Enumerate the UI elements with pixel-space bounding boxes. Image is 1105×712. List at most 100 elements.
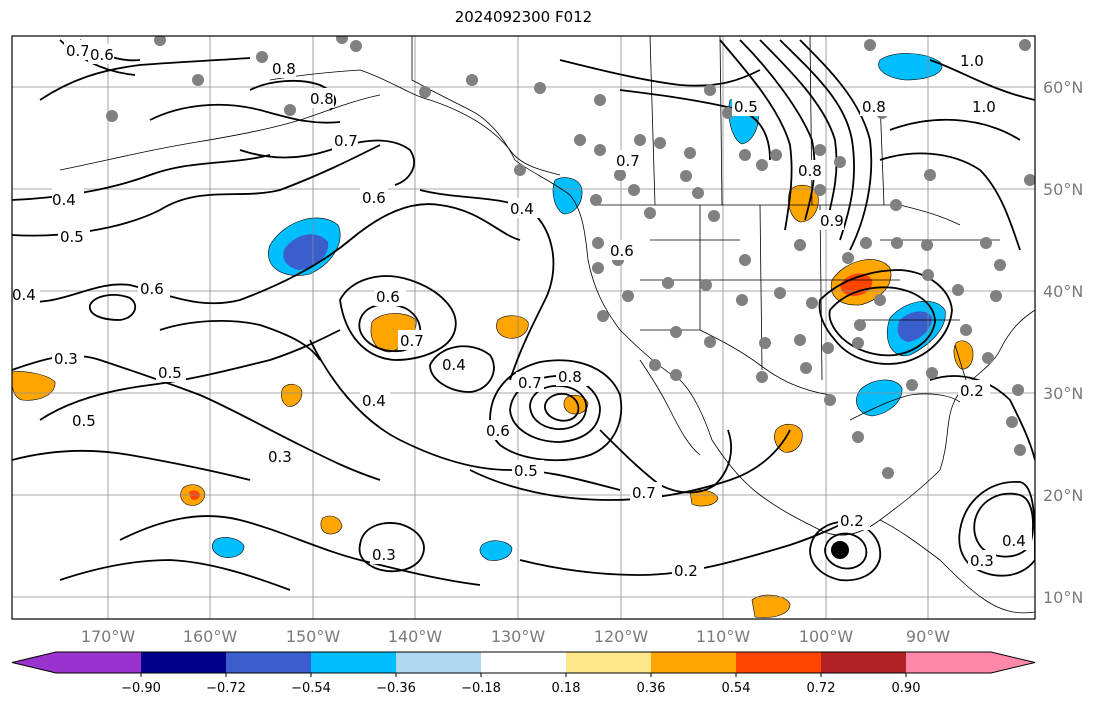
contour-0.6-small-ring	[89, 294, 137, 321]
contour-1.0-west	[799, 39, 873, 251]
contour-label: 0.6	[90, 46, 114, 64]
colorbar-segment	[481, 652, 567, 673]
contour-0.2-sw	[59, 559, 291, 591]
colorbar: −0.90 −0.72 −0.54 −0.36 −0.18 0.18 0.36 0.54 0.7…	[11, 651, 1036, 696]
contour-label: 0.6	[610, 242, 634, 260]
contour-label: 0.9	[820, 212, 844, 230]
contour-label: 0.6	[486, 422, 510, 440]
shaded-fields	[12, 53, 974, 618]
lat-tick-label: 10°N	[1043, 588, 1083, 607]
contour-0.4-pacific-mid	[159, 319, 321, 361]
contour-label: 1.0	[972, 98, 996, 116]
contour-label: 0.8	[798, 162, 822, 180]
contour-label: 0.5	[158, 364, 182, 382]
contour-label: 0.3	[54, 350, 78, 368]
orange-patch-south	[751, 594, 791, 618]
contour-label: 0.5	[72, 412, 96, 430]
lon-tick-label: 150°W	[286, 627, 341, 646]
baja-coast	[639, 359, 701, 456]
colorbar-segment	[821, 652, 907, 673]
us-state-lines	[640, 204, 1000, 381]
orange-patch-southeast-us	[953, 340, 974, 370]
colorbar-segment	[141, 652, 227, 673]
contour-label: 0.7	[632, 484, 656, 502]
blue-patch-tropics-west	[211, 537, 245, 558]
lat-tick-label: 50°N	[1043, 180, 1083, 199]
longitude-ticks: 170°W 160°W 150°W 140°W 130°W 120°W 110°…	[81, 627, 950, 646]
contour-label: 0.8	[862, 98, 886, 116]
contour-label: 0.4	[362, 392, 386, 410]
colorbar-tick-label: 0.90	[892, 681, 921, 696]
contour-0.5-pacific-bottom	[12, 449, 251, 481]
contour-label: 0.3	[372, 546, 396, 564]
colorbar-tick-label: −0.18	[461, 681, 501, 696]
contour-0.6-eastpac	[489, 359, 623, 462]
contour-label: 0.6	[362, 189, 386, 207]
contour-label: 0.2	[840, 512, 864, 530]
orange-patch-lower-mexico	[689, 489, 719, 507]
colorbar-tick-label: 0.18	[552, 681, 581, 696]
latitude-ticks: 60°N 50°N 40°N 30°N 20°N 10°N	[1043, 78, 1083, 607]
contour-label: 0.7	[518, 374, 542, 392]
contour-1.0-east	[929, 59, 1035, 101]
contour-0.8-eastpac	[529, 385, 588, 430]
lon-tick-label: 160°W	[183, 627, 238, 646]
contour-label: 0.2	[960, 382, 984, 400]
contour-label: 0.4	[510, 200, 534, 218]
contour-0.7-alaska	[239, 139, 415, 186]
canada-province-lines	[649, 36, 885, 206]
contour-0.6-ring	[339, 275, 457, 361]
contour-label: 0.8	[310, 90, 334, 108]
colorbar-segment	[566, 652, 652, 673]
contour-0.4-canada	[559, 59, 761, 87]
contour-label: 0.2	[674, 562, 698, 580]
contour-0.3-south	[119, 515, 481, 586]
contour-0.6-alaska	[149, 103, 341, 124]
contour-label: 0.4	[442, 356, 466, 374]
contour-label: 0.7	[616, 152, 640, 170]
lon-tick-label: 90°W	[906, 627, 950, 646]
colorbar-segment	[651, 652, 737, 673]
colorbar-tick-label: −0.90	[121, 681, 161, 696]
contour-0.7-mexico	[599, 429, 732, 494]
contour-label: 0.5	[734, 98, 758, 116]
gulf-coast	[849, 393, 961, 421]
contour-label-group: 0.7 0.6 0.8 0.8 0.7 0.4 0.5 0.6 0.6 0.4 …	[12, 40, 1032, 580]
colorbar-segment	[311, 652, 397, 673]
colorbar-segment	[736, 652, 822, 673]
contour-0.4-band	[309, 339, 621, 491]
contour-0.9-west	[779, 39, 855, 241]
contour-label: 0.4	[12, 286, 36, 304]
plot-frame	[11, 35, 1036, 620]
blue-patch-gulf	[856, 379, 903, 417]
contour-label: 0.6	[376, 288, 400, 306]
contour-0.3-midus	[818, 269, 953, 365]
lat-tick-label: 20°N	[1043, 486, 1083, 505]
blue-patch-pacific-core	[283, 234, 329, 270]
colorbar-tick-label: −0.72	[206, 681, 246, 696]
colorbar-tick-label: 0.36	[637, 681, 666, 696]
contour-label: 0.3	[268, 448, 292, 466]
contour-label: 0.4	[52, 191, 76, 209]
contour-label: 0.7	[334, 132, 358, 150]
lat-tick-label: 40°N	[1043, 282, 1083, 301]
colorbar-tick-label: −0.54	[291, 681, 331, 696]
map-layers: 0.7 0.6 0.8 0.8 0.7 0.4 0.5 0.6 0.6 0.4 …	[12, 36, 1035, 619]
contour-label: 0.7	[66, 42, 90, 60]
orange-patch-baja	[563, 394, 589, 415]
contour-0.9-eastpac	[544, 392, 580, 422]
colorbar-tick-label: 0.54	[722, 681, 751, 696]
contour-0.8-alaska	[249, 80, 337, 111]
lon-tick-label: 170°W	[81, 627, 136, 646]
contour-0.7-west	[739, 39, 816, 221]
storm-center-marker	[831, 541, 849, 559]
contour-0.3-east	[929, 375, 1035, 461]
contour-0.4-ring	[429, 345, 495, 393]
orange-patch-pacific-south	[320, 515, 343, 535]
map-title: 2024092300 F012	[454, 8, 593, 26]
contour-0.5-aleutians	[39, 57, 251, 101]
us-mexico-border	[640, 329, 831, 396]
blue-patch-us-southeast-core	[897, 311, 932, 342]
contour-label: 0.5	[60, 228, 84, 246]
